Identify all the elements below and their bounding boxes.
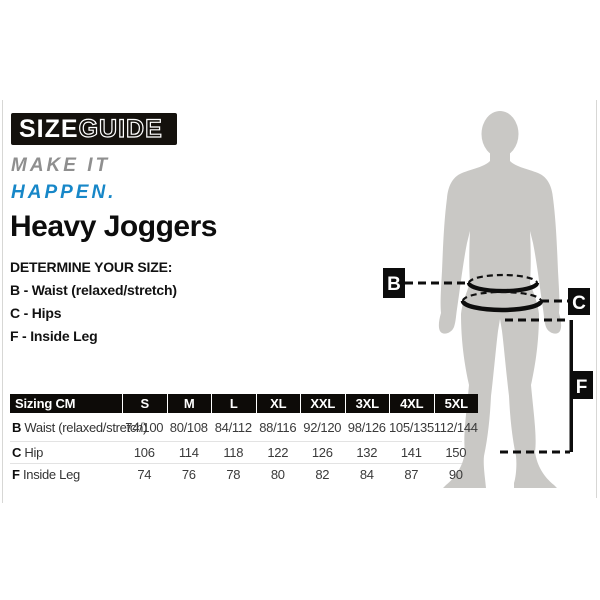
inside-leg-value-s: 74 — [137, 466, 152, 482]
header-size-xl: XL — [255, 394, 301, 413]
hip-value-3xl: 132 — [356, 444, 378, 460]
inside-leg-value-m: 76 — [181, 466, 196, 482]
row-label-hip: C Hip — [10, 445, 122, 460]
row-letter-c: C — [12, 444, 22, 460]
instruction-hips: C - Hips — [10, 305, 62, 321]
hip-measure-ellipse — [460, 290, 544, 313]
marker-letter-f: F — [576, 377, 588, 398]
header-sizing-cm: Sizing CM — [15, 396, 76, 411]
table-row-divider — [10, 463, 462, 464]
determine-size-heading: DETERMINE YOUR SIZE: — [10, 259, 173, 275]
hip-value-xxl: 126 — [311, 444, 333, 460]
inside-leg-value-xl: 80 — [270, 466, 285, 482]
instruction-inside-leg: F - Inside Leg — [10, 328, 98, 344]
inside-leg-value-4xl: 87 — [404, 466, 419, 482]
logo-text-guide: GUIDE — [78, 114, 163, 143]
marker-letter-b: B — [387, 274, 401, 295]
row-text-hip: Hip — [24, 444, 44, 460]
hip-value-xl: 122 — [267, 444, 289, 460]
card-edge-right — [596, 100, 597, 498]
hip-value-5xl: 150 — [445, 444, 467, 460]
row-letter-f: F — [12, 466, 20, 482]
hip-value-4xl: 141 — [400, 444, 422, 460]
logo-text-size: SIZE — [19, 114, 79, 143]
tagline-happen: HAPPEN. — [11, 182, 117, 203]
hip-value-m: 114 — [178, 444, 199, 460]
marker-box-f — [570, 371, 593, 399]
header-size-3xl: 3XL — [344, 394, 390, 413]
header-size-4xl: 4XL — [389, 394, 434, 413]
hip-value-l: 118 — [223, 444, 244, 460]
header-size-l: L — [211, 394, 256, 413]
table-row-divider — [10, 441, 462, 442]
waist-value-3xl: 98/126 — [347, 419, 386, 435]
inside-leg-value-3xl: 84 — [359, 466, 374, 482]
marker-letter-c: C — [572, 293, 586, 314]
marker-box-b — [383, 268, 405, 298]
header-size-m: M — [166, 394, 212, 413]
inside-leg-value-xxl: 82 — [315, 466, 330, 482]
waist-value-s: 74/100 — [125, 419, 164, 435]
waist-value-l: 84/112 — [214, 419, 252, 435]
card-edge-left — [2, 100, 3, 503]
inside-leg-value-l: 78 — [226, 466, 241, 482]
row-text-waist: Waist (relaxed/stretch) — [24, 419, 148, 435]
sizeguide-logo: SIZE GUIDE — [11, 113, 177, 145]
header-size-xxl: XXL — [300, 394, 345, 413]
size-table-header-row: Sizing CM S M L XL XXL 3XL 4XL 5XL — [10, 394, 478, 413]
waist-value-4xl: 105/135 — [389, 419, 434, 435]
inside-leg-value-5xl: 90 — [448, 466, 463, 482]
header-size-s: S — [122, 394, 167, 413]
hip-value-s: 106 — [133, 444, 155, 460]
tagline-make-it: MAKE IT — [11, 155, 111, 176]
header-size-5xl: 5XL — [433, 394, 479, 413]
marker-box-c — [568, 288, 590, 315]
table-row-waist: B Waist (relaxed/stretch) 74/100 80/108 … — [10, 413, 478, 441]
instruction-waist: B - Waist (relaxed/stretch) — [10, 282, 177, 298]
row-label-waist: B Waist (relaxed/stretch) — [10, 419, 147, 435]
row-label-inside-leg: F Inside Leg — [10, 467, 122, 482]
row-letter-b: B — [12, 419, 22, 435]
row-text-inside-leg: Inside Leg — [22, 466, 80, 482]
waist-value-5xl: 112/144 — [433, 419, 478, 435]
product-title: Heavy Joggers — [10, 210, 217, 243]
waist-value-xxl: 92/120 — [303, 419, 342, 435]
waist-value-m: 80/108 — [169, 419, 208, 435]
table-row-inside-leg: F Inside Leg 74 76 78 80 82 84 87 90 — [10, 463, 478, 485]
waist-value-xl: 88/116 — [259, 419, 297, 435]
size-table: Sizing CM S M L XL XXL 3XL 4XL 5XL B Wai… — [10, 394, 478, 485]
table-row-hip: C Hip 106 114 118 122 126 132 141 150 — [10, 441, 478, 463]
